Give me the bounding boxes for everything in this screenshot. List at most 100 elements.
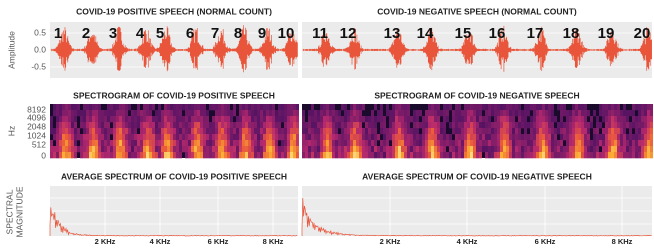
spectrogram-cell	[644, 104, 647, 110]
spectrogram-cell	[488, 152, 491, 158]
spectrogram-cell	[569, 140, 572, 146]
spectrogram-cell	[98, 134, 101, 140]
spectrogram-cell	[242, 128, 245, 134]
spectrogram-cell	[95, 116, 98, 122]
spectrogram-cell	[251, 140, 254, 146]
spectrogram-cell	[212, 134, 215, 140]
spectrogram-cell	[629, 128, 632, 134]
spectrogram-cell	[191, 140, 194, 146]
spectrogram-cell	[110, 152, 113, 158]
spectrogram-cell	[50, 140, 53, 146]
spectrogram-cell	[284, 128, 287, 134]
spectrogram-cell	[641, 104, 644, 110]
spectrogram-cell	[233, 146, 236, 152]
spectrogram-cell	[647, 116, 650, 122]
spectrogram-cell	[539, 140, 542, 146]
spectrogram-cell	[581, 146, 584, 152]
spectrogram-cell	[125, 122, 128, 128]
spectrogram-cell	[509, 134, 512, 140]
spectrogram-cell	[641, 134, 644, 140]
spectrogram-cell	[149, 134, 152, 140]
spectrogram-cell	[638, 122, 641, 128]
spectrogram-cell	[257, 146, 260, 152]
spectrogram-cell	[533, 104, 536, 110]
spectrogram-cell	[518, 140, 521, 146]
spectrogram-cell	[233, 110, 236, 116]
spectrogram-cell	[614, 122, 617, 128]
spectrogram-cell	[86, 110, 89, 116]
spectrogram-cell	[179, 146, 182, 152]
spectrogram-cell	[218, 152, 221, 158]
spectrogram-cell	[122, 146, 125, 152]
spectrogram-cell	[557, 152, 560, 158]
spectrogram-cell	[245, 134, 248, 140]
spectrogram-cell	[599, 104, 602, 110]
spectrogram-cell	[257, 104, 260, 110]
spectrogram-cell	[368, 128, 371, 134]
spectrogram-cell	[416, 146, 419, 152]
spectrogram-cell	[350, 134, 353, 140]
spectrogram-cell	[446, 110, 449, 116]
spectrogram-cell	[596, 146, 599, 152]
spectrogram-cell	[131, 128, 134, 134]
spectrogram-cell	[542, 110, 545, 116]
spectrogram-cell	[479, 110, 482, 116]
spectrogram-cell	[344, 116, 347, 122]
spectrogram-cell	[593, 110, 596, 116]
spectrogram-cell	[587, 134, 590, 140]
spectrogram-cell	[350, 146, 353, 152]
spectrogram-cell	[392, 146, 395, 152]
spectrogram-cell	[245, 140, 248, 146]
spectrogram-cell	[557, 146, 560, 152]
panel-title: AVERAGE SPECTRUM OF COVID-19 NEGATIVE SP…	[362, 171, 592, 181]
spectrogram-cell	[215, 104, 218, 110]
spectrogram-cell	[527, 104, 530, 110]
spectrogram-cell	[569, 110, 572, 116]
spectrogram-cell	[380, 122, 383, 128]
spectrogram-cell	[638, 134, 641, 140]
spectrogram-cell	[278, 110, 281, 116]
spectrogram-cell	[248, 110, 251, 116]
spectrogram-cell	[185, 146, 188, 152]
spectrogram-cell	[416, 134, 419, 140]
spectrogram-cell	[233, 104, 236, 110]
spectrogram-cell	[254, 104, 257, 110]
spectrogram-cell	[599, 110, 602, 116]
spectrogram-cell	[575, 152, 578, 158]
spectrogram-cell	[254, 116, 257, 122]
spectrogram-cell	[458, 134, 461, 140]
spectrogram-cell	[218, 140, 221, 146]
spectrogram-cell	[53, 146, 56, 152]
spectrogram-cell	[209, 122, 212, 128]
spectrogram-cell	[371, 134, 374, 140]
spectrogram-cell	[281, 134, 284, 140]
spectrogram-cell	[368, 134, 371, 140]
spectrogram-cell	[326, 146, 329, 152]
spectrogram-cell	[311, 128, 314, 134]
spectrogram-cell	[362, 146, 365, 152]
spectrogram-cell	[485, 134, 488, 140]
spectrogram-cell	[101, 116, 104, 122]
spectrogram-cell	[110, 104, 113, 110]
spectrogram-cell	[614, 116, 617, 122]
spectrogram-cell	[608, 146, 611, 152]
spectrogram-cell	[140, 128, 143, 134]
spectrogram-cell	[143, 116, 146, 122]
spectrogram-cell	[515, 152, 518, 158]
spectrogram-cell	[608, 116, 611, 122]
spectrogram-cell	[314, 116, 317, 122]
spectrogram-cell	[452, 128, 455, 134]
spectrogram-cell	[470, 134, 473, 140]
spectrogram-cell	[122, 104, 125, 110]
spectrogram-cell	[311, 146, 314, 152]
spectrogram-cell	[365, 152, 368, 158]
spectrogram-cell	[605, 140, 608, 146]
spectrogram-cell	[443, 104, 446, 110]
spectrogram-cell	[398, 152, 401, 158]
spectrogram-cell	[236, 140, 239, 146]
spectrogram-cell	[533, 110, 536, 116]
spectrogram-cell	[293, 146, 296, 152]
spectrogram-cell	[638, 146, 641, 152]
spectrogram-cell	[467, 122, 470, 128]
spectrogram-cell	[617, 128, 620, 134]
